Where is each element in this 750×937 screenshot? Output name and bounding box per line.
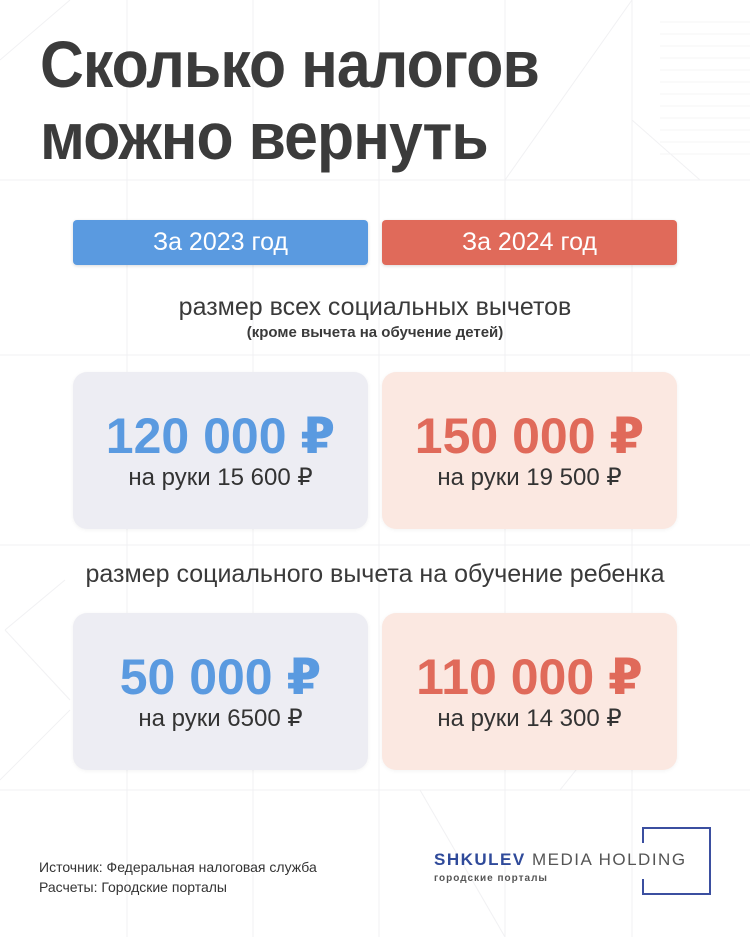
year-2023-label: За 2023 год (73, 220, 368, 265)
deduction-amount: 110 000 ₽ (416, 648, 643, 705)
source-text: Источник: Федеральная налоговая служба (39, 859, 317, 875)
section-child-education-title: размер социального вычета на обучение ре… (85, 560, 665, 588)
deduction-amount: 150 000 ₽ (414, 407, 645, 464)
footer-sources: Источник: Федеральная налоговая служба Р… (39, 857, 317, 897)
logo-subtitle: городские порталы (434, 873, 548, 884)
deduction-amount: 120 000 ₽ (105, 407, 336, 464)
logo-frame-left-top (642, 827, 644, 843)
section-all-deductions-subtitle: (кроме вычета на обучение детей) (246, 324, 504, 341)
card-2024-child-education: 110 000 ₽ на руки 14 300 ₽ (382, 613, 677, 770)
card-2024-all-deductions: 150 000 ₽ на руки 19 500 ₽ (382, 372, 677, 529)
card-2023-child-education: 50 000 ₽ на руки 6500 ₽ (73, 613, 368, 770)
logo-frame-left-bottom (642, 879, 644, 895)
logo-wordmark: SHKULEV MEDIA HOLDING (434, 850, 687, 870)
net-refund: на руки 6500 ₽ (138, 704, 303, 732)
card-2023-all-deductions: 120 000 ₽ на руки 15 600 ₽ (73, 372, 368, 529)
page-title-line-2: можно вернуть (40, 99, 489, 173)
logo-rest: MEDIA HOLDING (525, 850, 687, 869)
page-title-line-1: Сколько налогов (40, 27, 540, 101)
year-2024-label: За 2024 год (382, 220, 677, 265)
net-refund: на руки 19 500 ₽ (437, 463, 622, 491)
net-refund: на руки 14 300 ₽ (437, 704, 622, 732)
deduction-amount: 50 000 ₽ (119, 648, 322, 705)
section-all-deductions-title: размер всех социальных вычетов (178, 293, 572, 321)
logo-frame-top (642, 827, 711, 829)
logo-frame-right (709, 827, 711, 895)
calculations-text: Расчеты: Городские порталы (39, 879, 227, 895)
page-title: Сколько налогов можно вернуть (40, 27, 540, 173)
net-refund: на руки 15 600 ₽ (128, 463, 313, 491)
logo-frame-bottom (642, 893, 711, 895)
logo-brand: SHKULEV (434, 850, 526, 869)
